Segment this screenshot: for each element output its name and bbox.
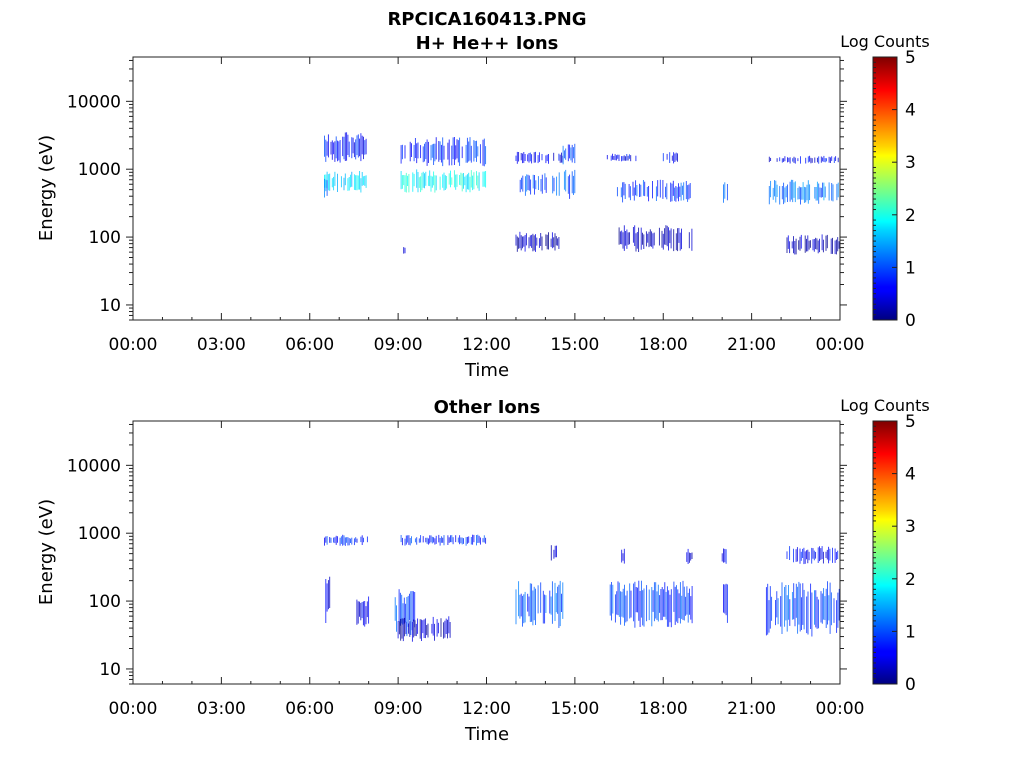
colorbar-top: Log Counts 0 1 2 3 4 5 xyxy=(840,32,930,331)
count-patch xyxy=(606,153,637,162)
count-patch xyxy=(618,225,693,252)
colorbar-bottom: Log Counts 0 1 2 3 4 5 xyxy=(840,396,930,695)
x-tick-label: 00:00 xyxy=(816,699,865,719)
count-patch xyxy=(356,596,370,627)
count-patch xyxy=(786,546,839,565)
colorbar-tick-label: 5 xyxy=(905,412,916,432)
count-patch xyxy=(324,132,367,163)
count-patch xyxy=(515,231,560,252)
count-patch xyxy=(400,137,487,167)
count-patch xyxy=(550,545,557,561)
colorbar-tick-label: 5 xyxy=(905,48,916,68)
x-tick-label: 03:00 xyxy=(197,699,246,719)
plot-background xyxy=(133,57,840,320)
x-tick-label: 03:00 xyxy=(197,335,246,355)
count-patch xyxy=(686,548,693,564)
x-tick-label: 21:00 xyxy=(727,335,776,355)
x-tick-label: 15:00 xyxy=(550,699,599,719)
x-axis-label: Time xyxy=(464,724,509,745)
x-tick-label: 06:00 xyxy=(285,335,334,355)
x-tick-label: 12:00 xyxy=(462,699,511,719)
colorbar-tick-label: 4 xyxy=(905,101,916,121)
count-patch xyxy=(786,234,840,255)
y-tick-label: 10 xyxy=(99,660,121,680)
x-tick-label: 18:00 xyxy=(639,699,688,719)
x-tick-label: 00:00 xyxy=(109,335,158,355)
count-patch xyxy=(563,169,576,199)
colorbar-tick-label: 3 xyxy=(905,153,916,173)
colorbar-label: Log Counts xyxy=(840,396,930,415)
panel-other-ions: Other Ions 00:00 03:00 06:00 09:00 12:00 15:0… xyxy=(36,397,865,745)
x-tick-label: 09:00 xyxy=(374,335,423,355)
colorbar-tick-label: 1 xyxy=(905,622,916,642)
x-tick-label: 09:00 xyxy=(374,699,423,719)
x-tick-label: 15:00 xyxy=(550,335,599,355)
y-axis-label: Energy (eV) xyxy=(36,135,57,241)
count-patch xyxy=(397,616,451,642)
colorbar-tick-label: 0 xyxy=(905,311,916,331)
colorbar-tick-label: 2 xyxy=(905,206,916,226)
count-patch xyxy=(662,152,678,164)
x-tick-label: 00:00 xyxy=(109,699,158,719)
plot-background xyxy=(133,421,840,684)
count-patch xyxy=(723,583,728,623)
count-patch xyxy=(765,581,840,637)
count-patch xyxy=(768,155,839,164)
spectrogram-data xyxy=(324,132,840,255)
y-axis-label: Energy (eV) xyxy=(36,499,57,605)
x-tick-label: 00:00 xyxy=(816,335,865,355)
count-patch xyxy=(515,151,564,164)
figure-title: RPCICA160413.PNG xyxy=(387,9,586,30)
y-tick-label: 10000 xyxy=(67,92,121,112)
count-patch xyxy=(621,548,625,564)
colorbar-tick-label: 0 xyxy=(905,675,916,695)
count-patch xyxy=(324,534,368,546)
colorbar-label: Log Counts xyxy=(840,32,930,51)
x-tick-label: 06:00 xyxy=(285,699,334,719)
count-patch xyxy=(400,534,487,546)
panel-h-he-ions: H+ He++ Ions 00:00 03:00 06:00 09:00 12:00 15… xyxy=(36,33,865,381)
count-patch xyxy=(609,580,693,628)
count-patch xyxy=(721,548,727,564)
x-axis-label: Time xyxy=(464,360,509,381)
count-patch xyxy=(616,179,691,203)
count-patch xyxy=(519,172,560,196)
panel-title: Other Ions xyxy=(434,397,541,418)
panel-title: H+ He++ Ions xyxy=(416,33,559,54)
colorbar-tick-label: 4 xyxy=(905,465,916,485)
y-tick-label: 100 xyxy=(89,228,121,248)
spectrogram-plot-area: 00:00 03:00 06:00 09:00 12:00 15:00 18:00 21:00… xyxy=(67,420,865,719)
x-tick-label: 12:00 xyxy=(462,335,511,355)
colorbar-gradient xyxy=(872,420,898,685)
y-tick-label: 10000 xyxy=(67,456,121,476)
count-patch xyxy=(400,169,487,193)
count-patch xyxy=(562,143,576,165)
count-patch xyxy=(325,576,331,623)
y-tick-label: 1000 xyxy=(78,160,121,180)
y-tick-label: 100 xyxy=(89,592,121,612)
spectrogram-data xyxy=(324,534,840,642)
x-tick-label: 18:00 xyxy=(639,335,688,355)
colorbar-tick-label: 1 xyxy=(905,258,916,278)
x-tick-label: 21:00 xyxy=(727,699,776,719)
count-patch xyxy=(324,178,328,198)
colorbar-tick-label: 2 xyxy=(905,570,916,590)
colorbar-gradient xyxy=(872,56,898,321)
count-patch xyxy=(768,179,839,205)
colorbar-tick-label: 3 xyxy=(905,517,916,537)
count-patch xyxy=(403,247,406,254)
y-tick-label: 10 xyxy=(99,296,121,316)
count-patch xyxy=(515,580,564,628)
y-tick-label: 1000 xyxy=(78,524,121,544)
spectrogram-plot-area: 00:00 03:00 06:00 09:00 12:00 15:00 18:00 21:00… xyxy=(67,56,865,355)
count-patch xyxy=(723,182,728,203)
